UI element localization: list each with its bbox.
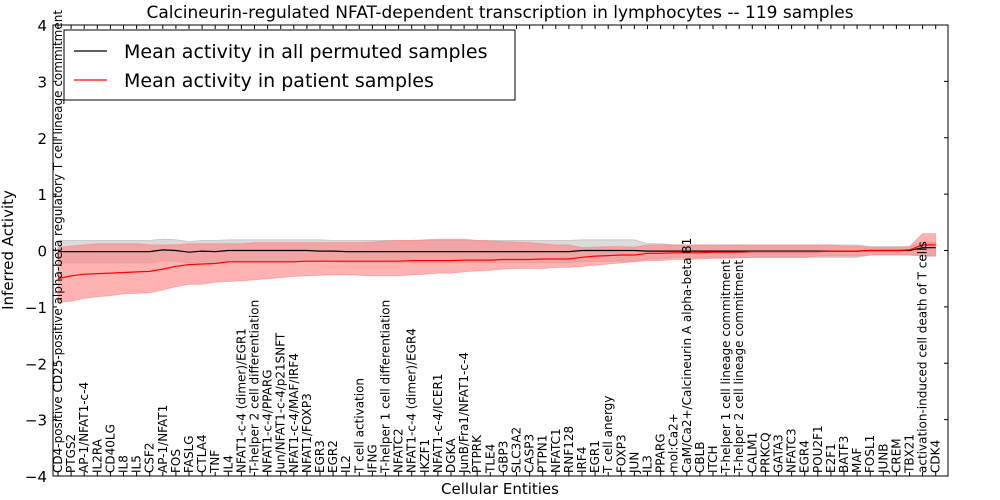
x-tick-label: mol:Ca2+ [667, 413, 681, 473]
x-tick-label: Jun/NFAT1-c-4/p21SNFT [274, 332, 288, 474]
y-tick-label: −2 [25, 355, 47, 373]
x-tick-label: PTPRK [470, 434, 484, 473]
x-tick-label: FOS [169, 449, 183, 473]
x-axis-label: Cellular Entities [441, 480, 559, 498]
x-tick-label: T cell anergy [601, 396, 615, 474]
x-tick-label: CBLB [693, 441, 707, 473]
x-tick-label: TNF [208, 450, 222, 474]
x-tick-label: CD40LG [103, 424, 117, 473]
x-tick-label: PRKCQ [758, 432, 772, 473]
x-tick-label: CTLA4 [195, 434, 209, 473]
x-tick-label: PTPN1 [536, 435, 550, 473]
x-tick-label: EGR1 [588, 440, 602, 473]
x-tick-label: NFAT1-c-4/PPARG [261, 369, 275, 473]
line-patient [57, 244, 936, 280]
x-tick-label: CALM1 [745, 432, 759, 473]
y-axis-label: Inferred Activity [0, 190, 17, 310]
x-tick-label: FOSL1 [863, 435, 877, 473]
x-tick-label: T cell activation [352, 378, 366, 474]
confidence-bands [57, 233, 937, 303]
x-tick-label: IRF4 [575, 447, 589, 473]
x-tick-label: T-helper 2 cell differentiation [248, 300, 262, 474]
x-tick-label: EGR4 [798, 440, 812, 473]
x-tick-label: IFNG [365, 444, 379, 473]
x-tick-label: CD4-positive CD25-positive alpha-beta re… [51, 10, 65, 473]
legend-label-patient: Mean activity in patient samples [124, 70, 434, 92]
x-tick-label: T-helper 1 cell differentiation [379, 300, 393, 474]
x-tick-label: IKZF1 [418, 439, 432, 473]
x-tick-label: TBX21 [903, 434, 917, 474]
x-tick-label: NFAT1/FOXP3 [300, 393, 314, 473]
x-tick-label: JunB/Fra1/NFAT1-c-4 [457, 352, 471, 474]
x-tick-label: IL5 [130, 455, 144, 473]
x-tick-label: DGKA [444, 438, 458, 473]
x-tick-label: MAF [850, 447, 864, 473]
x-tick-label: FASLG [182, 435, 196, 473]
x-tick-label: GATA3 [772, 434, 786, 473]
x-tick-label: E2F1 [824, 443, 838, 473]
x-tick-label: NFAT1-c-4/MAF/IRF4 [287, 353, 301, 473]
x-tick-label: IL8 [117, 455, 131, 473]
x-tick-label: GBP3 [496, 441, 510, 473]
x-tick-label: EGR2 [326, 440, 340, 473]
x-tick-label: NFAT1-c-4/ICER1 [431, 374, 445, 473]
chart-title: Calcineurin-regulated NFAT-dependent tra… [146, 3, 853, 23]
x-tick-label: IL3 [641, 455, 655, 473]
y-tick-label: −3 [25, 412, 47, 430]
legend-box [63, 29, 516, 101]
y-tick-label: 3 [37, 73, 47, 91]
y-axis-ticks: 4 3 2 1 0 −1 −2 −3 −4 [25, 17, 948, 486]
band-patient [57, 233, 937, 303]
x-tick-label: NFAT1-c-4 (dimer)/EGR4 [405, 328, 419, 473]
x-tick-label: BATF3 [837, 436, 851, 473]
x-tick-label: NFATC1 [549, 428, 563, 473]
x-tick-label: AP-1/NFAT1-c-4 [77, 382, 91, 473]
x-tick-label: POU2F1 [811, 425, 825, 473]
y-tick-label: 0 [37, 243, 47, 261]
x-tick-label: IL4 [221, 455, 235, 473]
x-tick-label: RNF128 [562, 426, 576, 473]
x-axis-ticks: CD4-positive CD25-positive alpha-beta re… [51, 10, 943, 476]
x-tick-label: JUN [627, 452, 641, 474]
legend-label-permuted: Mean activity in all permuted samples [124, 41, 487, 63]
x-tick-label: CREM [889, 438, 903, 473]
x-tick-label: FOXP3 [614, 434, 628, 473]
x-tick-label: JUNB [876, 443, 890, 474]
x-tick-label: CDK4 [929, 440, 943, 473]
x-tick-label: SLC3A2 [510, 427, 524, 473]
x-tick-label: NFATC3 [785, 428, 799, 473]
x-tick-label: CaM/Ca2+/Calcineurin A alpha-beta B1 [680, 238, 694, 473]
x-tick-label: NFAT1-c-4 (dimer)/EGR1 [234, 328, 248, 473]
x-tick-label: activation-induced cell death of T cells [916, 241, 930, 473]
x-tick-label: T-helper 1 cell lineage commitment [719, 260, 733, 474]
y-tick-label: −1 [25, 299, 47, 317]
y-tick-label: 4 [37, 17, 47, 35]
x-tick-label: EGR3 [313, 440, 327, 473]
x-tick-label: AP-1/NFAT1 [156, 405, 170, 473]
x-tick-label: IL2RA [90, 438, 104, 473]
series-lines [57, 244, 936, 280]
x-tick-label: CASP3 [523, 434, 537, 473]
x-tick-label: T-helper 2 cell lineage commitment [732, 260, 746, 474]
x-tick-label: TLE4 [483, 444, 497, 474]
legend: Mean activity in all permuted samples Me… [63, 29, 516, 101]
y-tick-label: −4 [25, 468, 47, 486]
x-tick-label: NFATC2 [392, 428, 406, 473]
x-tick-label: PTGS2 [64, 434, 78, 473]
x-tick-label: ITCH [706, 445, 720, 473]
y-tick-label: 1 [37, 186, 47, 204]
x-tick-label: IL2 [339, 455, 353, 473]
x-tick-label: CSF2 [143, 442, 157, 473]
y-tick-label: 2 [37, 130, 47, 148]
x-tick-label: PPARG [654, 433, 668, 473]
